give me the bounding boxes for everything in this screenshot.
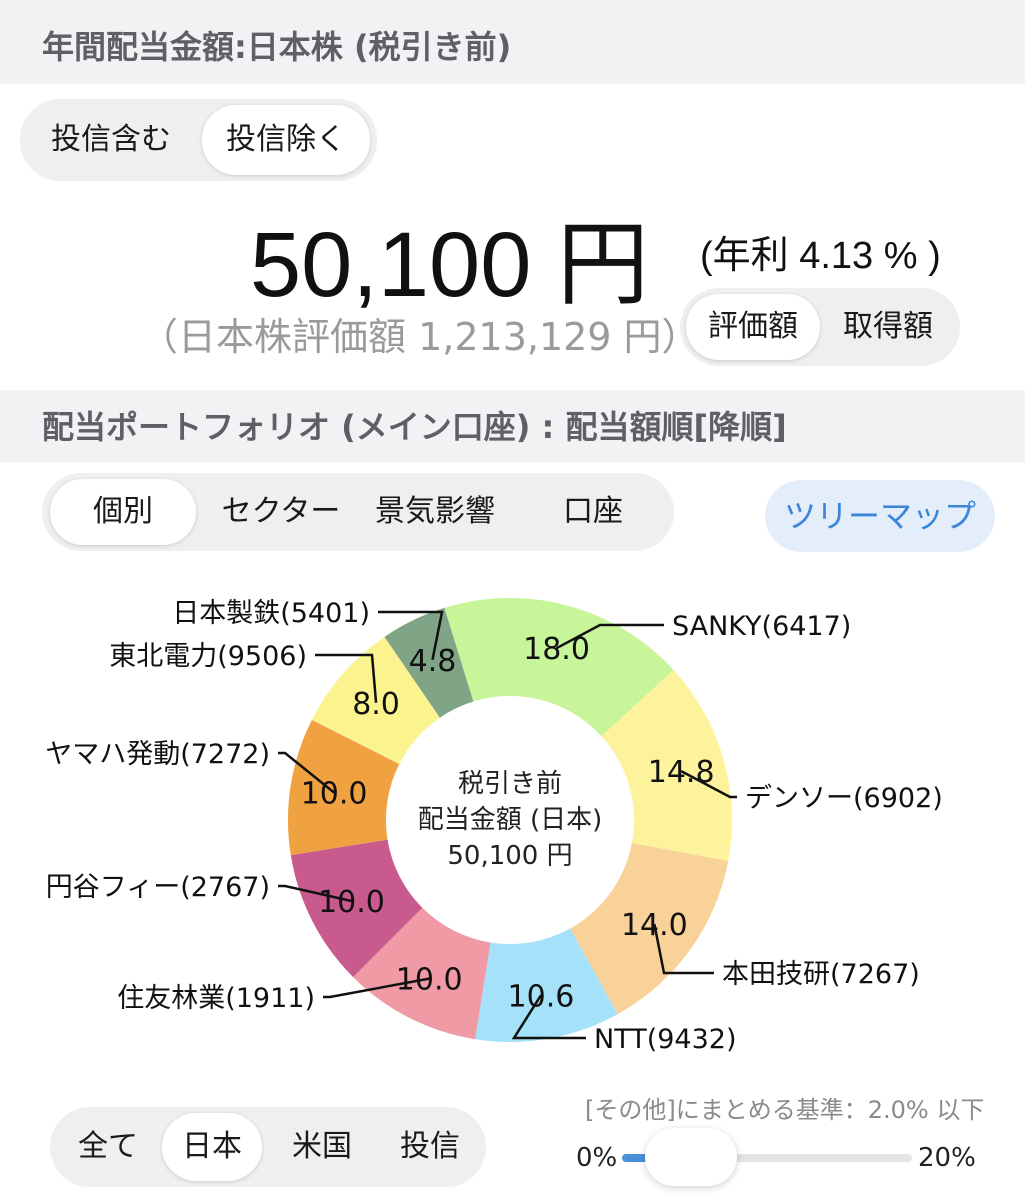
treemap-button[interactable]: ツリーマップ [765,480,995,552]
slice-callout-line [680,770,737,799]
slice-value-label: 14.8 [648,755,715,790]
fund-exclude-option[interactable]: 投信除く [202,105,370,175]
chart-center-line1: 税引き前 [458,769,562,799]
donut-slice[interactable] [475,928,618,1042]
valuation-amount: （日本株評価額 1,213,129 円） [140,315,700,359]
slice-callout-line [278,751,335,794]
slice-value-label: 10.0 [301,777,368,812]
portfolio-header: 配当ポートフォリオ (メイン口座) : 配当額順[降順] [0,390,1025,462]
slice-name-label: デンソー(6902) [745,783,943,814]
slice-value-label: 10.6 [508,979,575,1014]
threshold-slider-thumb[interactable] [645,1128,737,1186]
dividend-header-title: 年間配当金額:日本株 (税引き前) [42,28,512,66]
tab-individual[interactable]: 個別 [50,479,196,545]
slice-name-label: 本田技研(7267) [722,959,920,990]
slice-name-label: SANKY(6417) [672,611,851,642]
annual-dividend-amount: 50,100 円 [250,214,649,316]
slice-callout-line [653,923,714,975]
fund-toggle: 投信含む 投信除く [20,99,377,181]
dividend-header: 年間配当金額:日本株 (税引き前) [0,0,1025,84]
annual-yield: (年利 4.13 % ) [700,235,941,277]
donut-slice[interactable] [444,598,674,737]
donut-slice[interactable] [353,907,491,1040]
slice-callout-line [278,884,352,903]
donut-hole [402,712,618,928]
portfolio-header-title: 配当ポートフォリオ (メイン口座) : 配当額順[降順] [42,408,787,446]
slice-value-label: 8.0 [352,687,400,722]
slice-name-label: ヤマハ発動(7272) [45,739,270,770]
slice-callout-line [323,977,430,999]
tab-sector[interactable]: セクター [221,494,341,529]
slice-callout-line [511,994,586,1040]
slice-callout-line [315,653,378,703]
donut-slice[interactable] [601,669,732,862]
threshold-slider-track[interactable] [622,1154,912,1162]
tab-all[interactable]: 全て [78,1129,138,1164]
chart-center-line2: 配当金額 (日本) [418,805,603,835]
valuation-toggle: 評価額 取得額 [680,288,960,366]
donut-slice[interactable] [288,719,400,856]
tab-us[interactable]: 米国 [292,1129,352,1164]
other-threshold-label: [その他]にまとめる基準：2.0% 以下 [585,1096,985,1124]
tab-funds[interactable]: 投信 [400,1129,460,1164]
donut-slice[interactable] [570,842,729,1015]
slice-value-label: 10.0 [396,963,463,998]
donut-slice[interactable] [384,607,474,718]
market-value-option[interactable]: 評価額 [686,294,820,360]
category-tabs: 個別 セクター 景気影響 口座 [42,473,674,551]
slice-value-label: 14.0 [621,908,688,943]
slice-callout-line [555,623,664,650]
dividend-donut-chart: 18.0 SANKY(6417) 14.8 デンソー(6902) 14.0 本田技研(72… [45,598,943,1055]
fund-include-option[interactable]: 投信含む [51,122,171,157]
slice-name-label: NTT(9432) [594,1024,737,1055]
tab-economy[interactable]: 景気影響 [375,494,495,529]
region-tabs: 全て 日本 米国 投信 [50,1107,486,1187]
slice-name-label: 円谷フィー(2767) [46,872,270,903]
slice-value-label: 18.0 [523,632,590,667]
slice-callout-line [378,610,444,661]
slice-value-label: 10.0 [318,885,385,920]
cost-value-option[interactable]: 取得額 [843,309,933,344]
tab-account[interactable]: 口座 [563,494,623,529]
slice-name-label: 東北電力(9506) [109,641,307,672]
slice-name-label: 日本製鉄(5401) [172,598,370,629]
tab-japan[interactable]: 日本 [162,1113,262,1181]
chart-center-line3: 50,100 円 [447,841,572,871]
slider-max-label: 20% [918,1143,976,1173]
slider-min-label: 0% [576,1143,618,1173]
donut-slice[interactable] [290,839,423,978]
slice-name-label: 住友林業(1911) [117,983,315,1014]
threshold-slider-fill [622,1154,651,1162]
slice-value-label: 4.8 [409,644,457,679]
